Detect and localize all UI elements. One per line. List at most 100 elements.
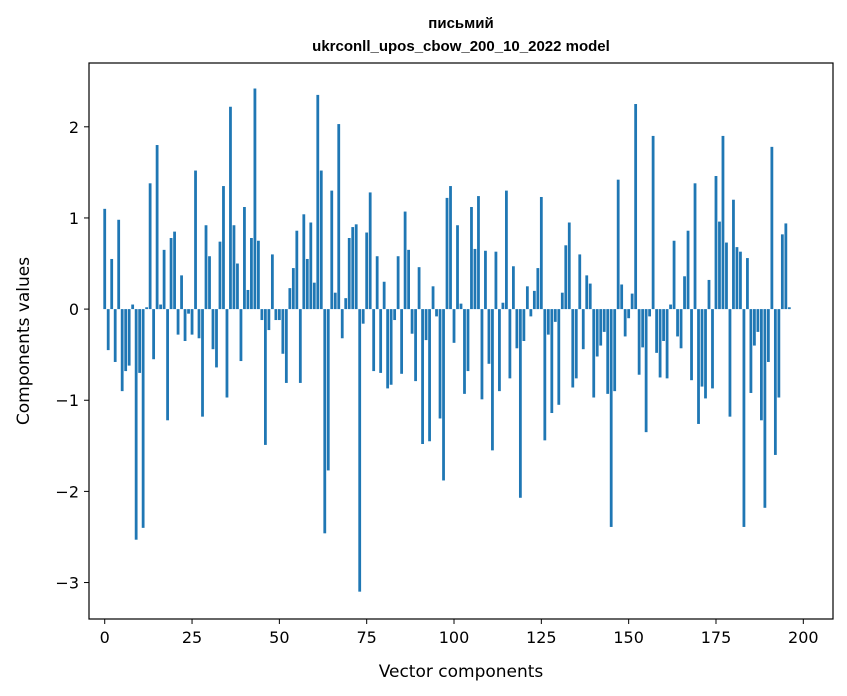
bar-34 [222, 186, 225, 310]
bar-17 [162, 249, 166, 310]
bar-184 [746, 258, 749, 310]
bar-55 [295, 230, 299, 310]
bar-51 [281, 309, 285, 354]
bar-9 [134, 309, 138, 540]
bar-92 [424, 309, 428, 341]
bar-86 [403, 211, 407, 310]
bar-163 [672, 240, 676, 310]
bar-60 [312, 282, 316, 310]
bar-138 [585, 275, 589, 310]
bar-113 [498, 309, 501, 392]
bar-2 [110, 258, 114, 310]
bar-64 [326, 309, 330, 471]
bar-22 [180, 275, 183, 310]
y-tick-label-1: 1 [69, 209, 79, 228]
bar-118 [515, 309, 519, 349]
bar-83 [393, 309, 397, 321]
bar-120 [522, 309, 526, 341]
bar-52 [284, 309, 288, 383]
bar-50 [277, 309, 281, 321]
bar-183 [742, 309, 746, 527]
bar-90 [417, 267, 421, 310]
bar-62 [319, 170, 323, 310]
bar-125 [539, 196, 543, 310]
bar-174 [711, 309, 714, 389]
bar-28 [201, 309, 204, 417]
bar-180 [732, 199, 735, 310]
bar-111 [491, 309, 494, 451]
bar-150 [627, 309, 631, 319]
bar-82 [389, 309, 393, 385]
bar-157 [651, 135, 655, 310]
bar-195 [784, 223, 788, 310]
bar-37 [232, 225, 236, 310]
y-axis-label: Components values [14, 257, 34, 425]
bar-23 [183, 309, 187, 341]
bar-63 [323, 309, 327, 534]
bar-7 [127, 309, 131, 366]
bar-57 [302, 214, 306, 310]
x-tick-label-150: 150 [613, 628, 644, 647]
bar-5 [120, 309, 124, 392]
bar-169 [693, 183, 697, 310]
bar-54 [291, 268, 295, 310]
bar-190 [766, 309, 770, 362]
bar-142 [599, 309, 603, 346]
bar-35 [225, 309, 229, 398]
x-tick-label-100: 100 [439, 628, 470, 647]
bar-76 [368, 192, 372, 310]
bar-159 [658, 309, 662, 378]
bar-77 [372, 309, 376, 372]
bar-43 [253, 88, 257, 310]
bar-105 [470, 207, 473, 310]
x-tick-label-25: 25 [182, 628, 202, 647]
bar-152 [634, 104, 638, 310]
bar-124 [536, 268, 540, 310]
bar-115 [505, 190, 508, 310]
bar-129 [553, 309, 557, 322]
bar-191 [770, 146, 774, 310]
bar-144 [606, 309, 610, 394]
bar-134 [571, 309, 575, 388]
bar-103 [463, 309, 466, 394]
bar-162 [669, 304, 672, 310]
bar-41 [246, 289, 250, 310]
bar-131 [560, 292, 564, 310]
bar-123 [532, 290, 536, 310]
bar-110 [487, 309, 491, 364]
bar-133 [567, 222, 571, 310]
bar-194 [780, 234, 784, 310]
bar-31 [211, 309, 215, 350]
bar-73 [358, 309, 362, 592]
bar-117 [512, 266, 515, 310]
bar-48 [270, 254, 274, 310]
bar-11 [141, 309, 145, 528]
bar-97 [442, 309, 445, 481]
bar-126 [543, 309, 547, 441]
bar-151 [630, 293, 634, 310]
x-tick-label-50: 50 [269, 628, 289, 647]
bar-84 [396, 256, 400, 310]
bar-25 [190, 309, 194, 335]
bar-95 [435, 309, 438, 317]
bar-153 [637, 309, 641, 375]
bar-140 [592, 309, 596, 398]
bar-177 [721, 135, 725, 310]
x-tick-label-175: 175 [701, 628, 732, 647]
bar-33 [218, 241, 222, 310]
bar-80 [382, 281, 386, 310]
bar-167 [686, 230, 690, 310]
bar-155 [644, 309, 648, 433]
bar-189 [763, 309, 767, 508]
bar-72 [354, 224, 358, 310]
bar-127 [546, 309, 550, 335]
bar-137 [581, 309, 585, 350]
bar-102 [459, 303, 463, 310]
bar-16 [159, 304, 162, 310]
bar-26 [194, 170, 197, 310]
bar-171 [700, 309, 704, 387]
bar-148 [620, 284, 624, 310]
plot-frame [88, 62, 834, 620]
bar-74 [361, 309, 365, 324]
